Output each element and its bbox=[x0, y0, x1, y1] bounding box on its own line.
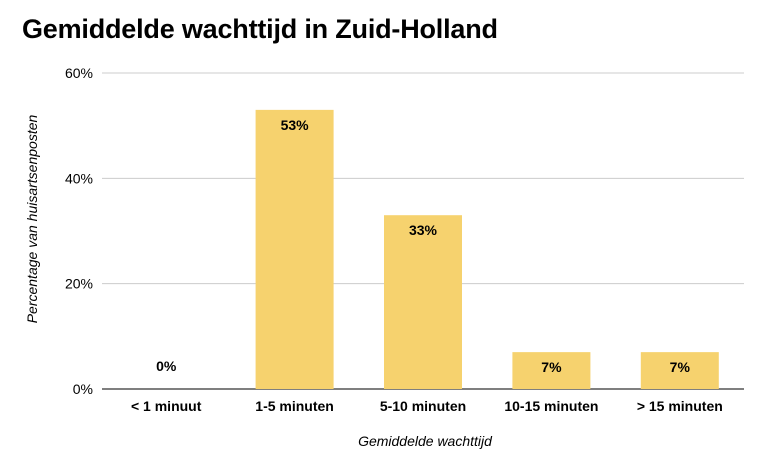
y-tick-label: 60% bbox=[65, 65, 93, 81]
x-tick-label: < 1 minuut bbox=[131, 398, 202, 414]
y-tick-label: 20% bbox=[65, 276, 93, 292]
y-tick-label: 0% bbox=[73, 381, 93, 397]
bar-value-label: 7% bbox=[541, 359, 562, 375]
bar bbox=[255, 109, 334, 389]
bar bbox=[384, 215, 462, 389]
bar-value-label: 7% bbox=[670, 359, 691, 375]
bar bbox=[640, 352, 719, 389]
x-axis-label: Gemiddelde wachttijd bbox=[358, 433, 493, 449]
x-tick-label: 10-15 minuten bbox=[504, 398, 598, 414]
bars bbox=[255, 109, 719, 389]
bar-value-label: 53% bbox=[281, 117, 310, 133]
x-tick-label: 5-10 minuten bbox=[380, 398, 466, 414]
y-axis-label: Percentage van huisartsenposten bbox=[24, 114, 40, 323]
chart-title: Gemiddelde wachttijd in Zuid-Holland bbox=[22, 14, 498, 44]
x-tick-label: > 15 minuten bbox=[637, 398, 723, 414]
y-tick-label: 40% bbox=[65, 170, 93, 186]
x-tick-label: 1-5 minuten bbox=[255, 398, 334, 414]
bar-value-label: 33% bbox=[409, 222, 438, 238]
bar-value-label: 0% bbox=[156, 358, 177, 374]
labels: 0% 20% 40% 60% 0% < 1 minuut 53% 1-5 minuten 33%… bbox=[65, 65, 723, 414]
bar bbox=[512, 352, 591, 389]
